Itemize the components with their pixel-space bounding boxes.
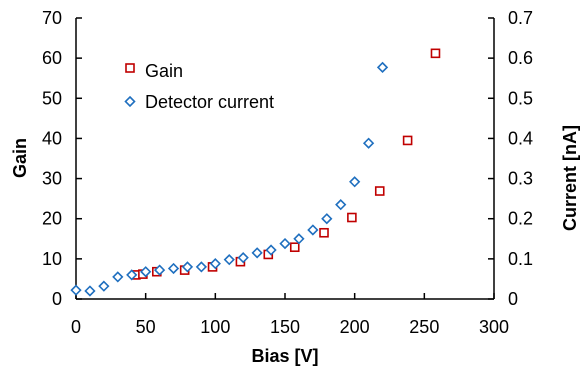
y-right-tick-label: 0.2 (508, 209, 533, 229)
gain-point (430, 48, 441, 59)
legend-gain-label: Gain (145, 61, 183, 81)
series-layer (70, 48, 441, 297)
series-1 (70, 61, 389, 297)
current-point (376, 61, 389, 74)
x-tick-label: 250 (409, 317, 439, 337)
y-right-tick-label: 0.7 (508, 8, 533, 28)
current-point (195, 261, 208, 273)
legend-gain-marker (125, 63, 135, 73)
y-axis-left-title: Gain (10, 138, 30, 178)
legend-current-marker (124, 95, 136, 108)
y-left-tick-label: 40 (42, 128, 62, 148)
y-left-tick-label: 50 (42, 88, 62, 108)
x-tick-label: 50 (136, 317, 156, 337)
y-left-tick-label: 10 (42, 249, 62, 269)
gain-point (289, 242, 300, 253)
current-point (209, 258, 221, 270)
y-right-tick-label: 0.1 (508, 249, 533, 269)
current-point (112, 271, 124, 283)
y-right-tick-label: 0.5 (508, 88, 533, 108)
y-right-tick-label: 0.3 (508, 169, 533, 189)
current-point (84, 285, 96, 297)
y-axis-right-title: Current [nA] (560, 125, 580, 231)
current-point (279, 237, 291, 250)
current-point (265, 244, 277, 256)
current-point (251, 247, 263, 259)
y-right-tick-label: 0 (508, 289, 518, 309)
current-point (70, 284, 82, 296)
plot-area (75, 18, 495, 300)
legend: Gain Detector current (124, 61, 274, 112)
current-point (98, 280, 110, 292)
x-tick-label: 150 (270, 317, 300, 337)
y-left-tick-label: 30 (42, 169, 62, 189)
current-point (321, 213, 333, 225)
x-tick-label: 200 (340, 317, 370, 337)
y-left-tick-label: 20 (42, 209, 62, 229)
x-tick-label: 300 (479, 317, 509, 337)
current-point (140, 266, 152, 278)
y-left-tick-label: 70 (42, 8, 62, 28)
current-point (335, 199, 347, 211)
legend-current-label: Detector current (145, 92, 274, 112)
x-tick-label: 0 (71, 317, 81, 337)
current-point (307, 224, 319, 236)
current-point (153, 264, 166, 276)
current-point (126, 269, 138, 281)
gain-point (374, 186, 385, 196)
y-left-tick-label: 60 (42, 48, 62, 68)
current-point (237, 252, 249, 264)
current-point (362, 137, 375, 149)
gain-point (319, 227, 329, 238)
gain-point (402, 135, 413, 146)
current-point (293, 233, 305, 245)
y-right-tick-label: 0.4 (508, 128, 533, 148)
y-right-tick-label: 0.6 (508, 48, 533, 68)
y-axis-left-ticks: 0 10 20 30 40 50 60 70 (42, 8, 82, 309)
x-axis-title: Bias [V] (251, 346, 318, 366)
current-point (167, 262, 180, 275)
current-point (223, 254, 235, 266)
gain-point (347, 212, 357, 223)
current-point (349, 176, 361, 188)
x-axis-ticks: 0 50 100 150 200 250 300 (71, 293, 509, 337)
current-point (181, 261, 194, 273)
x-tick-label: 100 (200, 317, 230, 337)
y-axis-right-ticks: 0 0.1 0.2 0.3 0.4 0.5 0.6 0.7 (488, 8, 533, 309)
y-left-tick-label: 0 (52, 289, 62, 309)
